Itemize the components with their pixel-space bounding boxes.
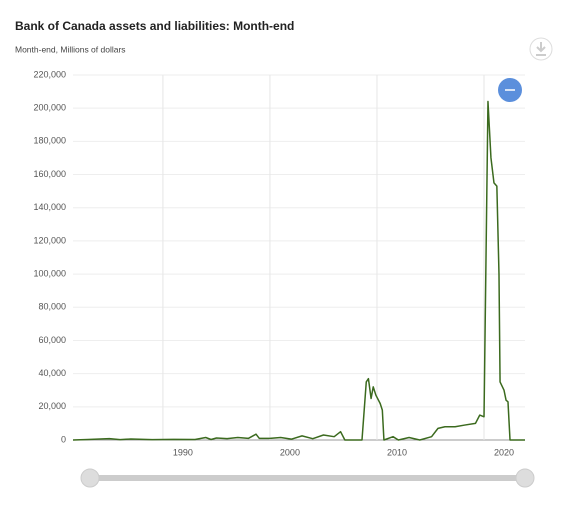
y-tick-label: 220,000	[33, 69, 66, 79]
y-tick-label: 0	[61, 434, 66, 444]
x-tick-label: 2020	[494, 447, 514, 457]
y-tick-label: 140,000	[33, 202, 66, 212]
chart-subtitle: Month-end, Millions of dollars	[15, 44, 126, 54]
chart-title: Bank of Canada assets and liabilities: M…	[15, 19, 294, 33]
x-tick-label: 1990	[173, 447, 193, 457]
y-tick-label: 100,000	[33, 268, 66, 278]
x-tick-label: 2000	[280, 447, 300, 457]
x-tick-label: 2010	[387, 447, 407, 457]
zoom-out-button[interactable]	[498, 78, 522, 102]
y-tick-label: 20,000	[38, 401, 66, 411]
y-tick-label: 80,000	[38, 302, 66, 312]
y-tick-label: 60,000	[38, 335, 66, 345]
download-button[interactable]	[529, 37, 553, 61]
series-line	[72, 100, 525, 441]
y-tick-label: 160,000	[33, 169, 66, 179]
y-tick-label: 120,000	[33, 235, 66, 245]
range-slider[interactable]	[80, 468, 535, 488]
y-tick-label: 40,000	[38, 368, 66, 378]
y-tick-label: 180,000	[33, 136, 66, 146]
y-tick-label: 200,000	[33, 103, 66, 113]
